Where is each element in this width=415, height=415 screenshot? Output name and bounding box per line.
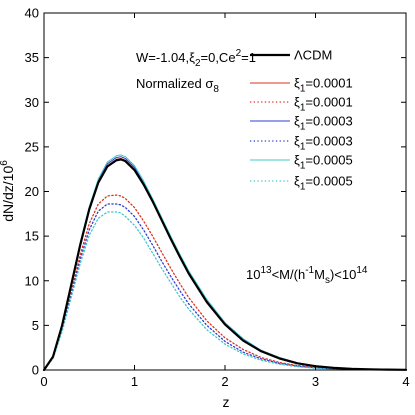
series-line-6 <box>43 211 407 371</box>
y-tick-label-5: 25 <box>25 139 39 154</box>
legend-label-main-6: ξ <box>294 174 300 189</box>
y-tick-label-6: 30 <box>25 95 39 110</box>
y-tick-label-3: 15 <box>25 229 39 244</box>
legend-label-main-2: ξ <box>294 95 300 110</box>
params-text: W=-1.04,ξ <box>136 50 195 65</box>
normalized-text: Normalized σ <box>136 76 213 91</box>
legend-label-value-3: =0.0003 <box>305 114 352 129</box>
axis-ticks <box>43 12 407 371</box>
params-sup: 2 <box>236 48 242 59</box>
mass-b-sup: -1 <box>305 265 314 276</box>
legend-label-sub-1: 1 <box>300 84 306 95</box>
legend-label-main-0: ΛCDM <box>294 48 332 63</box>
y-tick-label-2: 10 <box>25 273 39 288</box>
legend-label-main-1: ξ <box>294 76 300 91</box>
x-tick-label-1: 1 <box>131 374 138 389</box>
x-tick-label-4: 4 <box>402 374 409 389</box>
y-axis-title-sup: 6 <box>0 160 10 166</box>
legend-label-sub-3: 1 <box>300 122 306 133</box>
legend-label-sub-4: 1 <box>300 142 306 153</box>
legend-label-0: ΛCDM <box>294 48 332 63</box>
series-line-4 <box>43 203 407 371</box>
legend-label-5: ξ1=0.0005 <box>294 153 353 172</box>
legend-label-value-1: =0.0001 <box>305 76 352 91</box>
legend-label-sub-2: 1 <box>300 103 306 114</box>
legend-label-value-5: =0.0005 <box>305 153 352 168</box>
params-rest: =0,Ce <box>201 50 236 65</box>
mass-b: <M/(h <box>272 267 306 282</box>
series-lines <box>42 154 408 372</box>
legend-label-4: ξ1=0.0003 <box>294 134 353 153</box>
legend-label-value-6: =0.0005 <box>305 174 352 189</box>
mass-d: )<10 <box>330 267 356 282</box>
legend-label-sub-5: 1 <box>300 161 306 172</box>
legend: ΛCDMξ1=0.0001ξ1=0.0001ξ1=0.0003ξ1=0.0003… <box>250 48 353 193</box>
y-axis-title: dN/dz/106 <box>0 160 16 222</box>
mass-a: 10 <box>246 267 260 282</box>
y-tick-label-1: 5 <box>32 318 39 333</box>
mass-a-sup: 13 <box>260 265 272 276</box>
legend-label-2: ξ1=0.0001 <box>294 95 353 114</box>
series-line-0 <box>42 158 408 372</box>
legend-label-3: ξ1=0.0003 <box>294 114 353 133</box>
legend-label-value-2: =0.0001 <box>305 95 352 110</box>
mass-c-sub: s <box>325 275 330 286</box>
y-tick-label-0: 0 <box>32 363 39 378</box>
legend-label-main-4: ξ <box>294 134 300 149</box>
legend-label-main-5: ξ <box>294 153 300 168</box>
params-annotation: W=-1.04,ξ2=0,Ce2=1 <box>136 48 256 69</box>
x-tick-label-2: 2 <box>221 374 228 389</box>
x-tick-label-0: 0 <box>40 374 47 389</box>
y-tick-label-8: 40 <box>25 6 39 21</box>
legend-label-1: ξ1=0.0001 <box>294 76 353 95</box>
y-tick-label-4: 20 <box>25 184 39 199</box>
legend-label-sub-6: 1 <box>300 182 306 193</box>
params-sub: 2 <box>195 58 201 69</box>
x-tick-label-3: 3 <box>312 374 319 389</box>
mass-range-annotation: 1013<M/(h-1Ms)<1014 <box>246 265 368 286</box>
normalized-sub: 8 <box>213 84 219 95</box>
mass-c: M <box>314 267 325 282</box>
legend-label-main-3: ξ <box>294 114 300 129</box>
y-tick-label-7: 35 <box>25 50 39 65</box>
mass-d-sup: 14 <box>356 265 368 276</box>
params-end: =1 <box>241 50 256 65</box>
normalized-annotation: Normalized σ8 <box>136 76 219 95</box>
svg-text:dN/dz/106: dN/dz/106 <box>0 160 16 222</box>
y-axis-title-main: dN/dz/10 <box>0 166 16 222</box>
legend-label-6: ξ1=0.0005 <box>294 174 353 193</box>
legend-label-value-4: =0.0003 <box>305 134 352 149</box>
x-axis-title: z <box>223 394 230 410</box>
